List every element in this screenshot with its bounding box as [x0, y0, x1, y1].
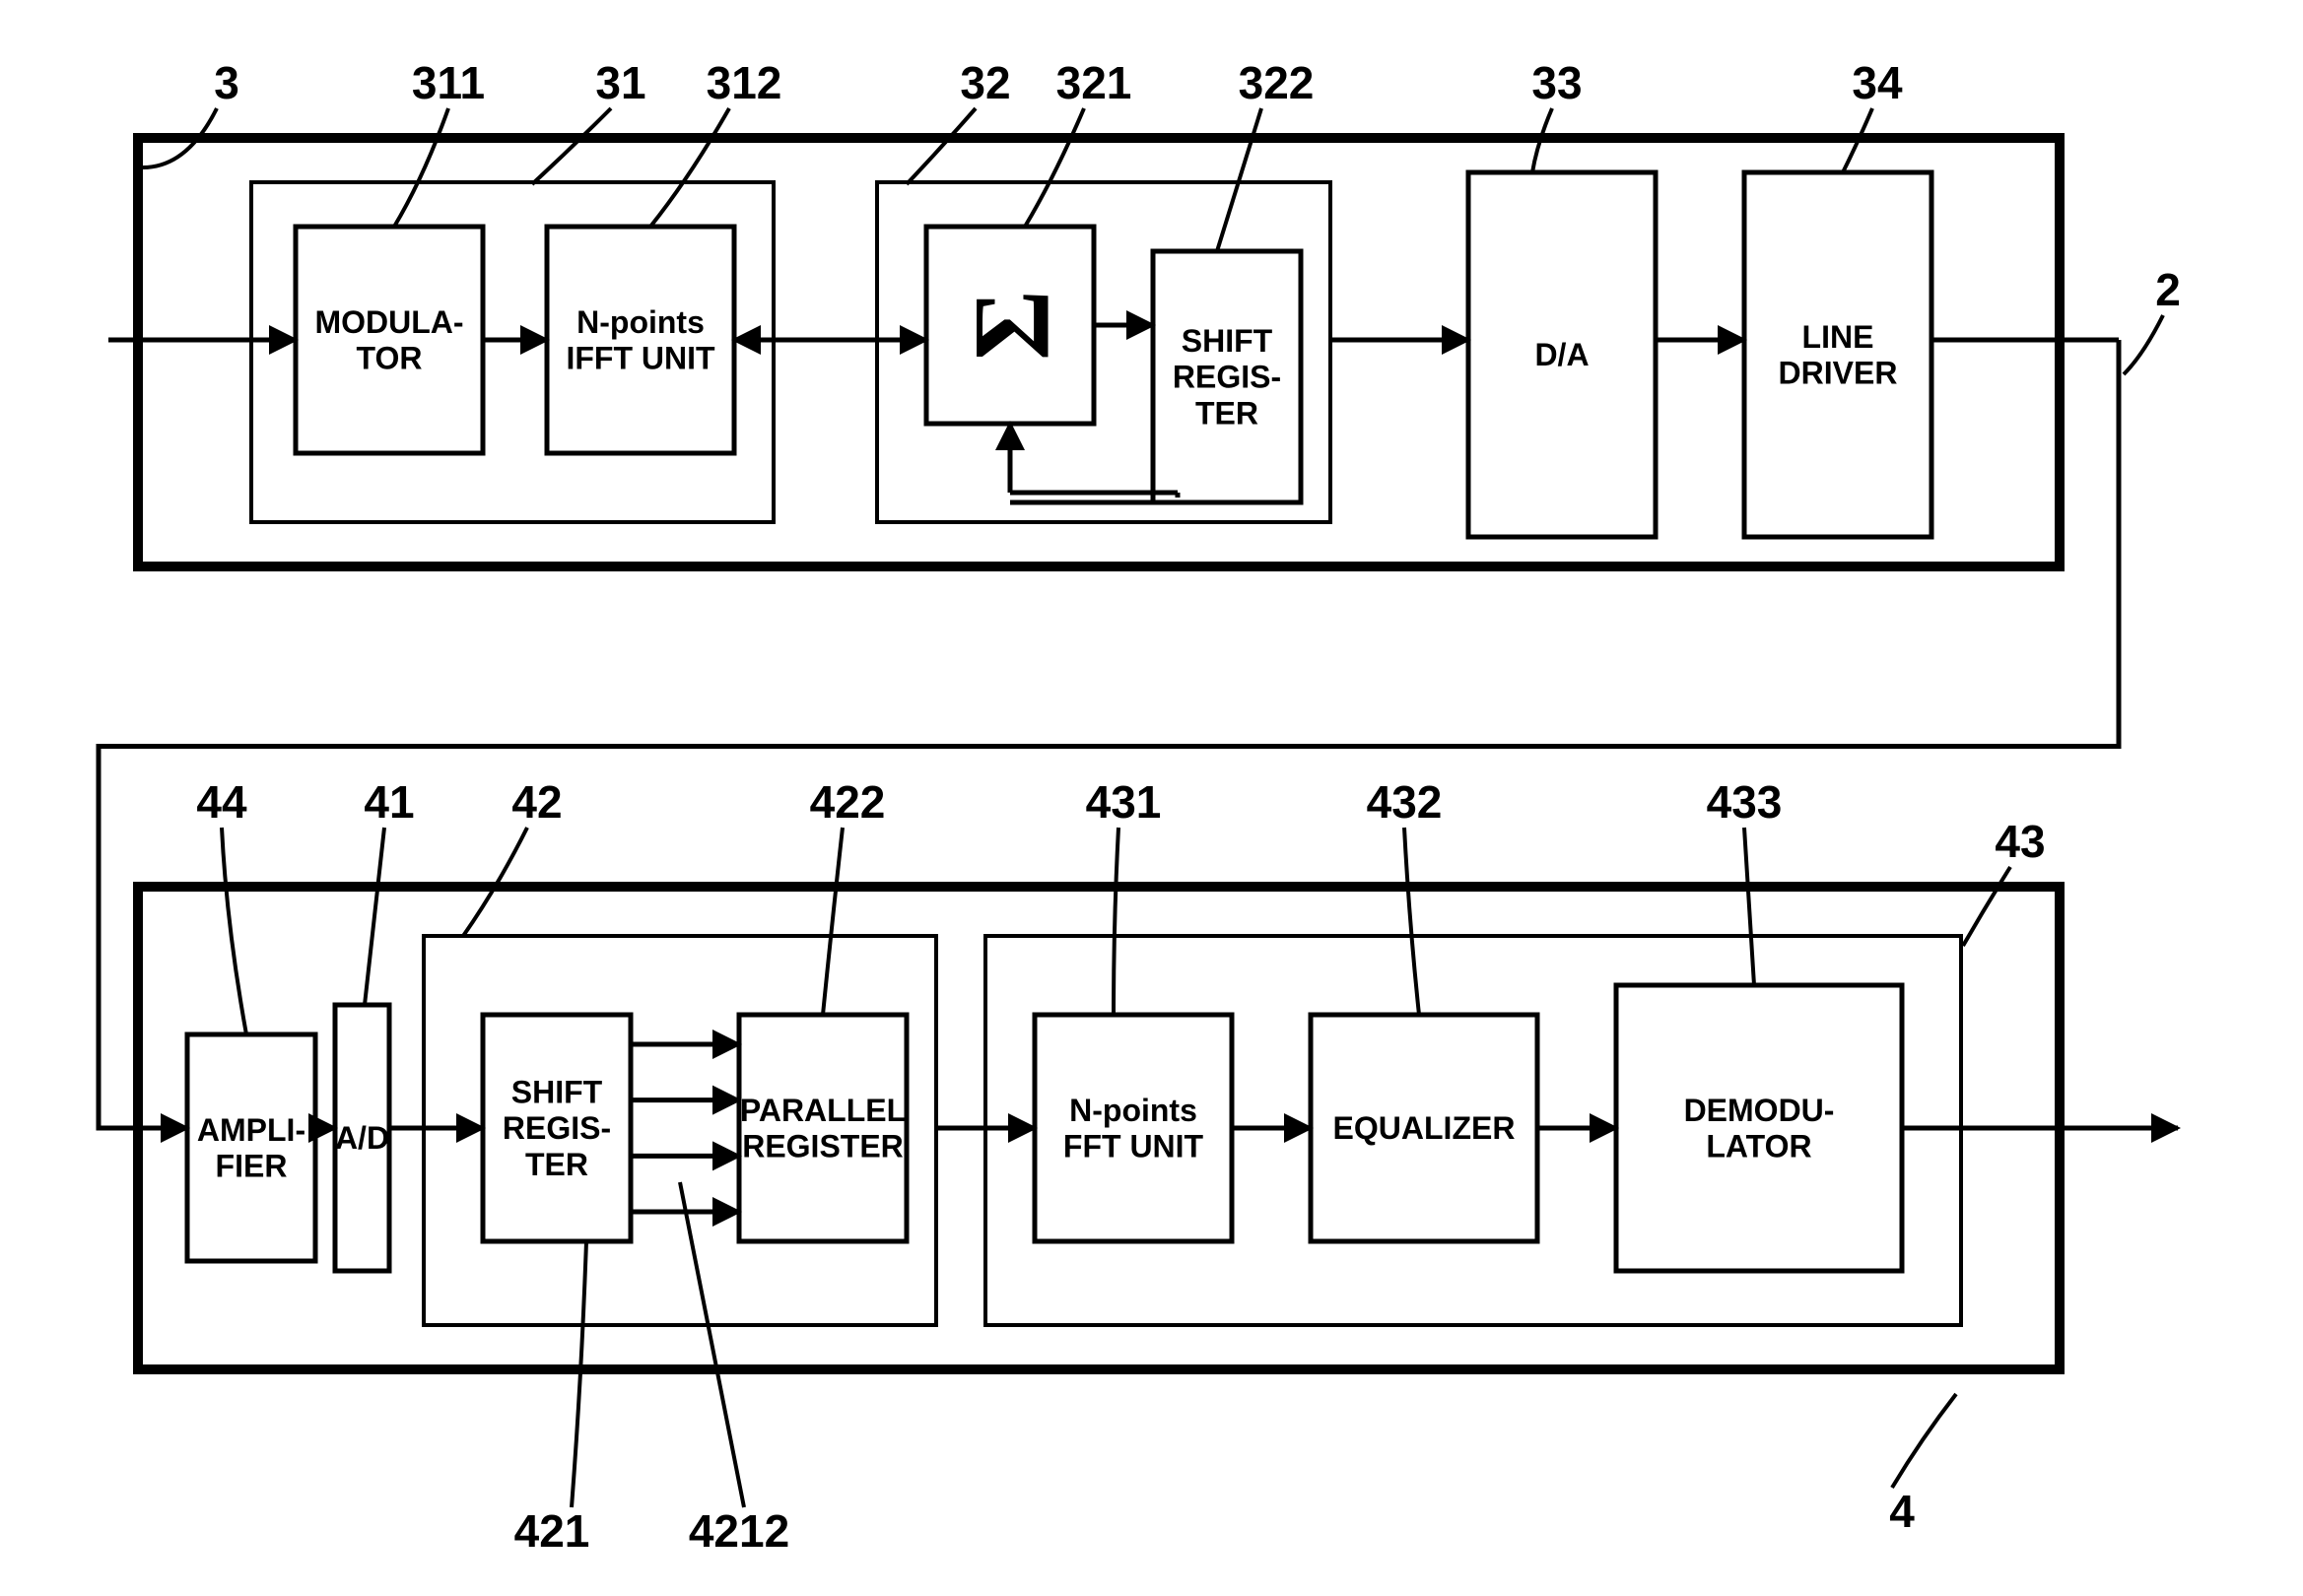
demodulator-block-label: LATOR: [1706, 1129, 1811, 1164]
line-driver-block-label: DRIVER: [1779, 356, 1898, 391]
equalizer-block-label: EQUALIZER: [1333, 1110, 1516, 1146]
ref-41: 41: [364, 776, 414, 828]
fft-block-label: N-points: [1069, 1093, 1197, 1128]
ref-44: 44: [196, 776, 247, 828]
sigma-block-sigma: Σ: [952, 290, 1072, 361]
ref-34: 34: [1852, 57, 1903, 108]
parallel-register-block-label: REGISTER: [742, 1129, 904, 1164]
ref-312: 312: [707, 57, 782, 108]
da-block-label: D/A: [1534, 337, 1589, 372]
amplifier-block-label: AMPLI-: [197, 1112, 305, 1148]
ifft-block-label: IFFT UNIT: [566, 341, 715, 376]
modulator-block-label: MODULA-: [314, 304, 463, 340]
shift-register-1-block-label: SHIFT: [1182, 323, 1273, 359]
shift-register-1-block-label: TER: [1195, 396, 1258, 432]
ref-321: 321: [1056, 57, 1132, 108]
ref-42: 42: [511, 776, 562, 828]
demodulator-block-label: DEMODU-: [1684, 1093, 1835, 1128]
ref-322: 322: [1239, 57, 1315, 108]
ref-431: 431: [1086, 776, 1162, 828]
leader-4: [1892, 1394, 1956, 1488]
ref-3: 3: [214, 57, 239, 108]
ref-2: 2: [2155, 264, 2181, 315]
line-driver-block-label: LINE: [1802, 319, 1874, 355]
ref-43: 43: [1995, 816, 2045, 867]
ad-block-label: A/D: [335, 1120, 389, 1156]
ref-422: 422: [810, 776, 886, 828]
ifft-block-label: N-points: [576, 304, 705, 340]
ref-432: 432: [1367, 776, 1443, 828]
ref-421: 421: [514, 1505, 590, 1557]
shift-register-2-block-label: REGIS-: [503, 1110, 611, 1146]
ref-32: 32: [960, 57, 1010, 108]
shift-register-1-block-label: REGIS-: [1173, 360, 1281, 395]
ref-433: 433: [1707, 776, 1783, 828]
ref-4: 4: [1889, 1486, 1915, 1537]
shift-register-2-block-label: TER: [525, 1147, 588, 1182]
ref-33: 33: [1531, 57, 1582, 108]
modulator-block-label: TOR: [357, 341, 423, 376]
ref-31: 31: [595, 57, 645, 108]
parallel-register-block-label: PARALLEL: [740, 1093, 906, 1128]
shift-register-2-block-label: SHIFT: [511, 1074, 603, 1109]
amplifier-block-label: FIER: [216, 1149, 288, 1184]
fft-block-label: FFT UNIT: [1063, 1129, 1204, 1164]
ref-311: 311: [412, 57, 485, 108]
leader-2: [2124, 315, 2163, 374]
ref-4212: 4212: [689, 1505, 789, 1557]
